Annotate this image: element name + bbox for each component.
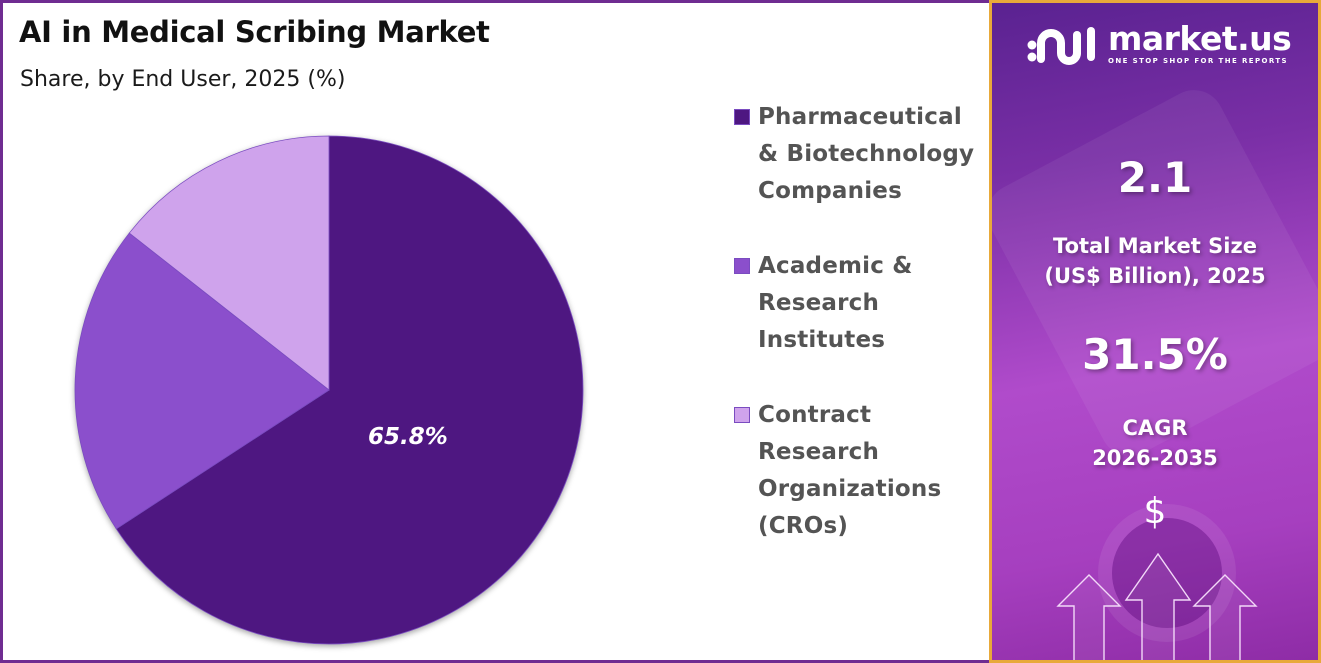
cagr-label: CAGR 2026-2035 (1092, 416, 1218, 470)
legend-item-cro[interactable]: Contract Research Organizations (CROs) (734, 397, 984, 545)
dollar-icon: $ (1143, 491, 1167, 532)
chart-title: AI in Medical Scribing Market (19, 15, 490, 49)
legend: Pharmaceutical & Biotechnology Companies… (734, 99, 984, 583)
background-cup-icon (1112, 518, 1222, 628)
growth-arrows-icon (1056, 552, 1258, 660)
brand-tagline: ONE STOP SHOP FOR THE REPORTS (1108, 56, 1288, 65)
pie-slice-pharma[interactable] (115, 135, 584, 645)
legend-swatch-icon (734, 109, 750, 125)
pie-svg (74, 135, 584, 645)
market-us-logo-icon (1027, 27, 1095, 65)
legend-item-academic[interactable]: Academic & Research Institutes (734, 248, 984, 359)
chart-panel: AI in Medical Scribing Market Share, by … (0, 0, 989, 663)
brand-logo[interactable]: market.us ONE STOP SHOP FOR THE REPORTS (1026, 18, 1292, 67)
pie-slice-academic[interactable] (74, 232, 330, 530)
summary-sidebar: market.us ONE STOP SHOP FOR THE REPORTS … (989, 0, 1321, 663)
legend-swatch-icon (734, 258, 750, 274)
pie-chart (71, 132, 587, 648)
brand-name: market.us (1108, 18, 1292, 58)
chart-subtitle: Share, by End User, 2025 (%) (20, 67, 346, 92)
legend-swatch-icon (734, 407, 750, 423)
market-size-value: 2.1 (1117, 153, 1193, 202)
legend-label: Contract Research Organizations (CROs) (758, 402, 942, 539)
market-size-label: Total Market Size (US$ Billion), 2025 (1044, 234, 1266, 288)
legend-label: Academic & Research Institutes (758, 253, 913, 353)
legend-item-pharma[interactable]: Pharmaceutical & Biotechnology Companies (734, 99, 984, 210)
legend-label: Pharmaceutical & Biotechnology Companies (758, 104, 975, 204)
pie-slice-cro[interactable] (128, 135, 330, 391)
pie-slice-label-pharma: 65.8% (368, 424, 448, 450)
cagr-value: 31.5% (1082, 330, 1228, 379)
